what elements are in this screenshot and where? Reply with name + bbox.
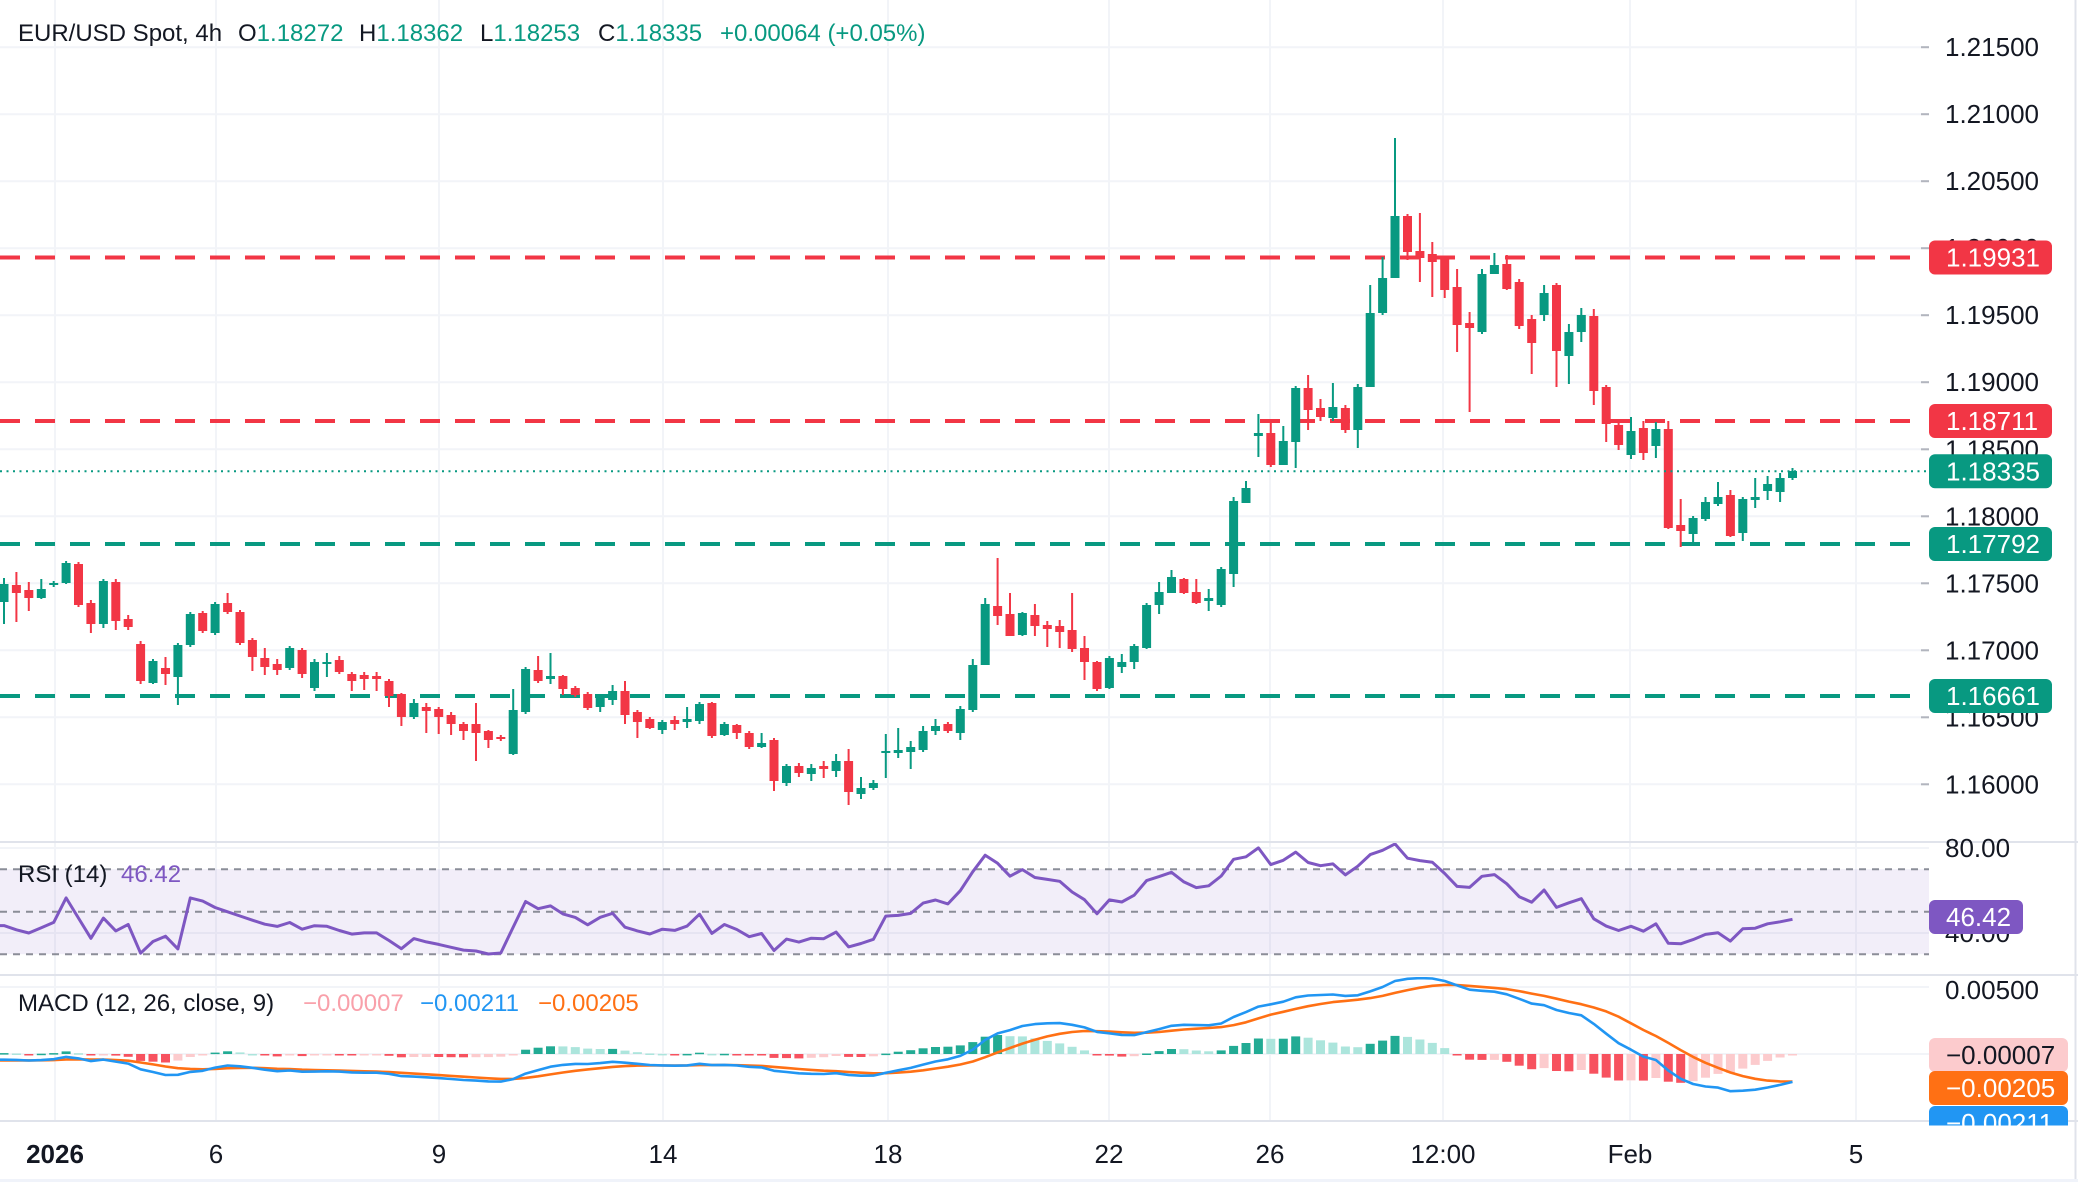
svg-text:L1.18253: L1.18253 <box>480 20 580 47</box>
svg-text:H1.18362: H1.18362 <box>359 20 463 47</box>
svg-text:C1.18335: C1.18335 <box>598 20 702 47</box>
svg-text:80.00: 80.00 <box>1945 833 2010 863</box>
svg-text:MACD (12, 26, close, 9): MACD (12, 26, close, 9) <box>18 990 274 1017</box>
svg-text:0.00500: 0.00500 <box>1945 975 2039 1005</box>
svg-text:−0.00007: −0.00007 <box>1946 1040 2055 1070</box>
svg-text:1.20500: 1.20500 <box>1945 166 2039 196</box>
svg-text:1.19500: 1.19500 <box>1945 300 2039 330</box>
svg-text:RSI (14): RSI (14) <box>18 861 107 888</box>
svg-text:18: 18 <box>874 1139 903 1169</box>
svg-text:26: 26 <box>1256 1139 1285 1169</box>
svg-text:1.19000: 1.19000 <box>1945 367 2039 397</box>
svg-text:−0.00205: −0.00205 <box>1946 1073 2055 1103</box>
svg-text:1.16661: 1.16661 <box>1946 681 2040 711</box>
svg-text:EUR/USD Spot, 4h: EUR/USD Spot, 4h <box>18 20 222 47</box>
svg-text:1.16000: 1.16000 <box>1945 769 2039 799</box>
svg-text:5: 5 <box>1849 1139 1863 1169</box>
svg-text:1.17000: 1.17000 <box>1945 635 2039 665</box>
svg-text:1.18335: 1.18335 <box>1946 456 2040 486</box>
svg-text:−0.00205: −0.00205 <box>538 990 639 1017</box>
svg-text:46.42: 46.42 <box>1946 902 2011 932</box>
svg-text:1.17792: 1.17792 <box>1946 529 2040 559</box>
svg-text:O1.18272: O1.18272 <box>238 20 343 47</box>
svg-text:14: 14 <box>649 1139 678 1169</box>
svg-text:9: 9 <box>432 1139 446 1169</box>
svg-text:+0.00064 (+0.05%): +0.00064 (+0.05%) <box>720 20 926 47</box>
svg-text:1.18000: 1.18000 <box>1945 501 2039 531</box>
svg-text:−0.00211: −0.00211 <box>420 990 519 1017</box>
svg-text:−0.00211: −0.00211 <box>1946 1108 2053 1138</box>
svg-text:1.18711: 1.18711 <box>1946 406 2038 436</box>
svg-text:12:00: 12:00 <box>1410 1139 1475 1169</box>
svg-text:1.21500: 1.21500 <box>1945 32 2039 62</box>
svg-text:22: 22 <box>1095 1139 1124 1169</box>
svg-text:46.42: 46.42 <box>121 861 181 888</box>
svg-text:1.21000: 1.21000 <box>1945 99 2039 129</box>
svg-text:2026: 2026 <box>26 1139 84 1169</box>
svg-text:6: 6 <box>209 1139 223 1169</box>
svg-text:1.19931: 1.19931 <box>1946 243 2040 273</box>
svg-text:−0.00007: −0.00007 <box>303 990 404 1017</box>
svg-text:Feb: Feb <box>1608 1139 1653 1169</box>
svg-text:1.17500: 1.17500 <box>1945 568 2039 598</box>
